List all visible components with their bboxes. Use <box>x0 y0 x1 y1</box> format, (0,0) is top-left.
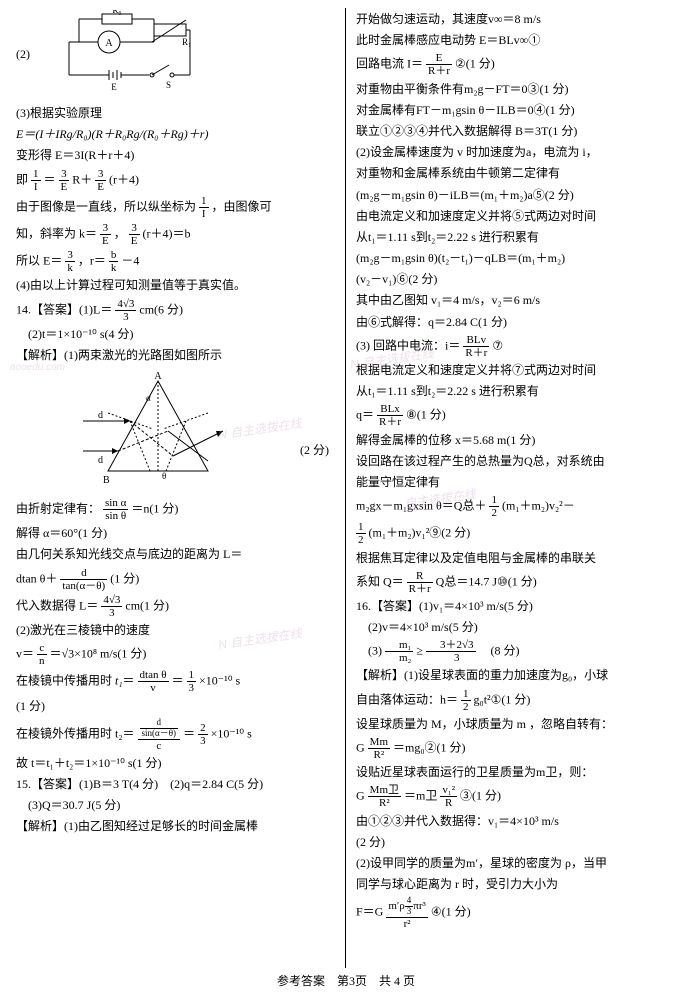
q14-ans-1: 14.【答案】(1)L＝ 4√33 cm(6 分) <box>16 298 339 323</box>
p-3-7: 所以 E＝ 3k ，r＝ bk －4 <box>16 249 339 274</box>
item-2: (2) R₀ A R₁ <box>16 8 339 102</box>
alpha: 解得 α＝60°(1 分) <box>16 524 339 543</box>
q16-3: (3) m₁m₂ ≥ 3＋2√33 (8 分) <box>356 639 676 664</box>
right-column: 开始做匀速运动，其速度v∞＝8 m/s 此时金属棒感应电动势 E＝BLv∞① 回… <box>346 8 682 968</box>
r33: G MmR² ＝mg₀②(1 分) <box>356 736 676 761</box>
t1: 在棱镜中传播用时 t₁＝ dtan θv ＝ 13 ×10⁻¹⁰ s <box>16 669 339 694</box>
r21: 设回路在该过程产生的总热量为Q总，对系统由 <box>356 452 676 471</box>
q15-1: 15.【答案】(1)B＝3 T(4 分) (2)q＝2.84 C(5 分) <box>16 775 339 794</box>
r3: 回路电流 I＝ ER＋r ②(1 分) <box>356 52 676 77</box>
r18: 从t₁＝1.11 s到t₂＝2.22 s 进行积累有 <box>356 382 676 401</box>
r23: m₂gx－m₁gxsin θ＝Q总＋ 12 (m₁＋m₂)v₂²－ <box>356 494 676 519</box>
geom: 由几何关系知光线交点与底边的距离为 L＝ <box>16 545 339 564</box>
r26: 系知 Q＝ RR＋r Q总＝14.7 J⑩(1 分) <box>356 570 676 595</box>
r13: (v₂－v₁)⑥(2 分) <box>356 270 676 289</box>
r38: (2)设甲同学的质量为m′，星球的密度为 ρ，当甲 <box>356 854 676 873</box>
r16: (3) 回路中电流：i＝ BLvR＋r ⑦ <box>356 334 676 359</box>
two-columns: (2) R₀ A R₁ <box>10 8 682 968</box>
left-column: (2) R₀ A R₁ <box>10 8 346 968</box>
E-label: E <box>111 82 117 92</box>
r15: 由⑥式解得：q＝2.84 C(1 分) <box>356 313 676 332</box>
r24: 12 (m₁＋m₂)v₁²⑨(2 分) <box>356 521 676 546</box>
q14-ana: 【解析】(1)两束激光的光路图如图所示 <box>16 346 339 365</box>
r35: G Mm卫R² ＝m卫 v₁²R ③(1 分) <box>356 784 676 809</box>
svg-text:α: α <box>146 393 151 403</box>
q14-ans-2: (2)t＝1×10⁻¹⁰ s(4 分) <box>16 325 339 344</box>
r6: 联立①②③④并代入数据解得 B＝3T(1 分) <box>356 122 676 141</box>
p-3-6: 知，斜率为 k＝ 3E ， 3E (r＋4)＝b <box>16 222 339 247</box>
v: v＝ cn ＝√3×10⁸ m/s(1 分) <box>16 642 339 667</box>
q16-2: (2)v＝4×10³ m/s(5 分) <box>356 618 676 637</box>
r40: F＝G m′ρ43πr³ r² ④(1 分) <box>356 896 676 930</box>
r8: 对重物和金属棒系统由牛顿第二定律有 <box>356 164 676 183</box>
r19: q＝ BLxR＋r ⑧(1 分) <box>356 403 676 428</box>
tt: 故 t＝t₁＋t₂＝1×10⁻¹⁰ s(1 分) <box>16 754 339 773</box>
r32: 设星球质量为 M，小球质量为 m ，忽略自转有： <box>356 715 676 734</box>
label-2: (2) <box>16 45 30 64</box>
r5: 对金属棒有FT－m₁gsin θ－ILB＝0④(1 分) <box>356 101 676 120</box>
p-3-3: 变形得 E＝3I(R＋r＋4) <box>16 146 339 165</box>
p-4: (4)由以上计算过程可知测量值等于真实值。 <box>16 276 339 295</box>
R0-label: R₀ <box>112 10 121 15</box>
p-3-4: 即 1I ＝ 3E R＋ 3E (r＋4) <box>16 168 339 193</box>
r34: 设贴近星球表面运行的卫星质量为m卫，则： <box>356 763 676 782</box>
circuit-diagram: R₀ A R₁ <box>54 10 194 100</box>
q15-2: (3)Q＝30.7 J(5 分) <box>16 796 339 815</box>
p-3-5: 由于图像是一直线，所以纵坐标为 1I ，由图像可 <box>16 195 339 220</box>
svg-text:A: A <box>154 371 162 382</box>
r9: (m₂g－m₁gsin θ)－iLB＝(m₁＋m₂)a⑤(2 分) <box>356 186 676 205</box>
t2: 在棱镜外传播用时 t₂＝ dsin(α－θ) c ＝ 23 ×10⁻¹⁰ s <box>16 718 339 752</box>
laser: (2)激光在三棱镜中的速度 <box>16 621 339 640</box>
r39: 同学与球心距离为 r 时，受引力大小为 <box>356 875 676 894</box>
r12: (m₂g－m₁gsin θ)(t₂－t₁)－qLB＝(m₁＋m₂) <box>356 249 676 268</box>
r31: 自由落体运动：h＝ 12 g₀t²①(1 分) <box>356 688 676 713</box>
svg-text:d: d <box>98 455 103 466</box>
refraction: 由折射定律有： sin αsin θ ＝n(1 分) <box>16 497 339 522</box>
physics-answer-page: (2) R₀ A R₁ <box>0 0 692 1001</box>
r25: 根据焦耳定律以及定值电阻与金属棒的串联关 <box>356 549 676 568</box>
page-footer: 参考答案 第3页 共 4 页 <box>10 968 682 991</box>
r14: 其中由乙图知 v₁＝4 m/s，v₂＝6 m/s <box>356 291 676 310</box>
A-label: A <box>105 38 113 49</box>
geom2: dtan θ＋ dtan(α－θ) (1 分) <box>16 567 339 592</box>
svg-text:d: d <box>98 410 103 421</box>
p-3-2: E＝(I＋IRg/R₀)(R＋R₀Rg/(R₀＋Rg)＋r) <box>16 125 339 144</box>
r22: 能量守恒定律有 <box>356 473 676 492</box>
r37: (2 分) <box>356 833 676 852</box>
p-3-1: (3)根据实验原理 <box>16 104 339 123</box>
svg-text:θ: θ <box>162 471 166 481</box>
svg-text:B: B <box>103 475 110 486</box>
sub: 代入数据得 L＝ 4√33 cm(1 分) <box>16 594 339 619</box>
r2: 此时金属棒感应电动势 E＝BLv∞① <box>356 31 676 50</box>
r4: 对重物由平衡条件有m₂g－FT＝0③(1 分) <box>356 80 676 99</box>
r1: 开始做匀速运动，其速度v∞＝8 m/s <box>356 10 676 29</box>
prism-points: (2 分) <box>300 441 329 460</box>
r20: 解得金属棒的位移 x＝5.68 m(1 分) <box>356 431 676 450</box>
q16-1: 16.【答案】(1)v₁＝4×10³ m/s(5 分) <box>356 597 676 616</box>
r7: (2)设金属棒速度为 v 时加速度为a，电流为 i， <box>356 143 676 162</box>
prism-diagram: A B α θ d d <box>78 371 238 491</box>
S-label: S <box>166 80 171 90</box>
r36: 由①②③并代入数据得：v₁＝4×10³ m/s <box>356 812 676 831</box>
r30: 【解析】(1)设星球表面的重力加速度为g₀，小球 <box>356 666 676 685</box>
r10: 由电流定义和加速度定义并将⑤式两边对时间 <box>356 207 676 226</box>
r17: 根据电流定义和速度定义并将⑦式两边对时间 <box>356 361 676 380</box>
q15-3: 【解析】(1)由乙图知经过足够长的时间金属棒 <box>16 817 339 836</box>
t1-pt: (1 分) <box>16 697 339 716</box>
r11: 从t₁＝1.11 s到t₂＝2.22 s 进行积累有 <box>356 228 676 247</box>
